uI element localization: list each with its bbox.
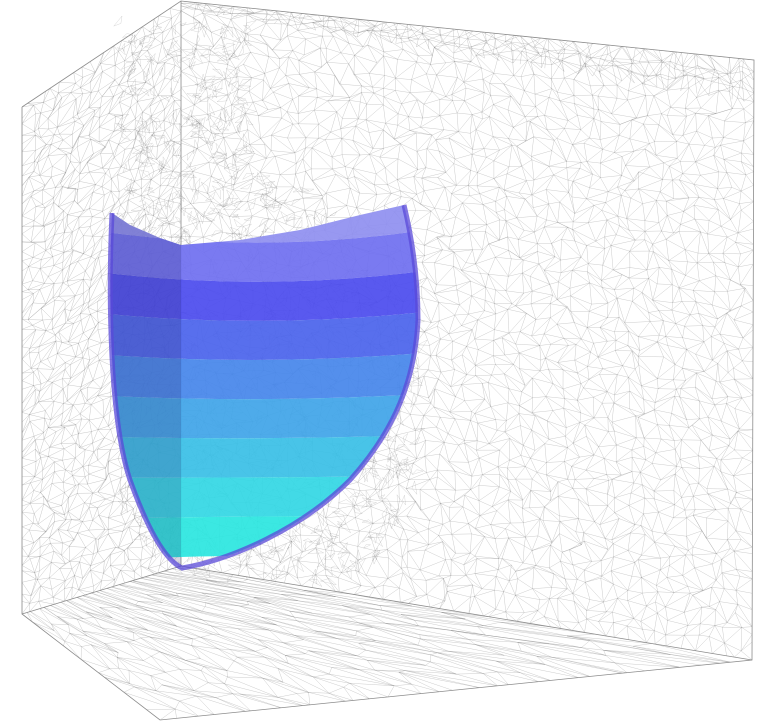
contour-cup-rim [107,204,421,571]
contour-band [110,434,419,478]
contour-cup-surface [110,205,419,568]
contour-band [110,311,419,360]
contour-band [110,352,419,400]
contour-band [110,393,419,439]
contour-band [110,270,419,321]
